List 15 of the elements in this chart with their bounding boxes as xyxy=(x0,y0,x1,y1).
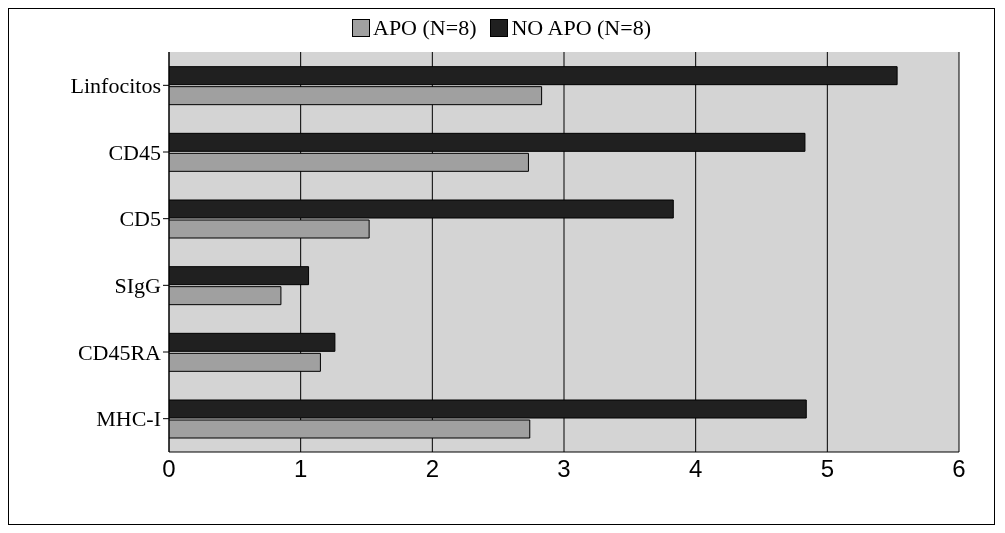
y-tick-label: SIgG xyxy=(114,273,162,299)
y-tick-label: CD5 xyxy=(119,206,161,232)
y-tick-label: CD45 xyxy=(108,139,161,165)
y-tick-label: MHC-I xyxy=(96,406,161,432)
x-tick-label: 1 xyxy=(293,455,308,483)
x-tick-label: 0 xyxy=(162,455,176,483)
y-tick-label: Linfocitos xyxy=(70,73,161,99)
legend-label: NO APO (N=8) xyxy=(510,15,651,41)
x-tick-label: 4 xyxy=(688,455,703,483)
x-tick-label: 3 xyxy=(557,455,571,483)
x-tick-label: 6 xyxy=(952,455,966,483)
x-tick-label: 2 xyxy=(425,455,440,483)
x-tick-label: 5 xyxy=(820,455,835,483)
legend-label: APO (N=8) xyxy=(372,15,477,41)
y-tick-label: CD45RA xyxy=(77,339,162,365)
